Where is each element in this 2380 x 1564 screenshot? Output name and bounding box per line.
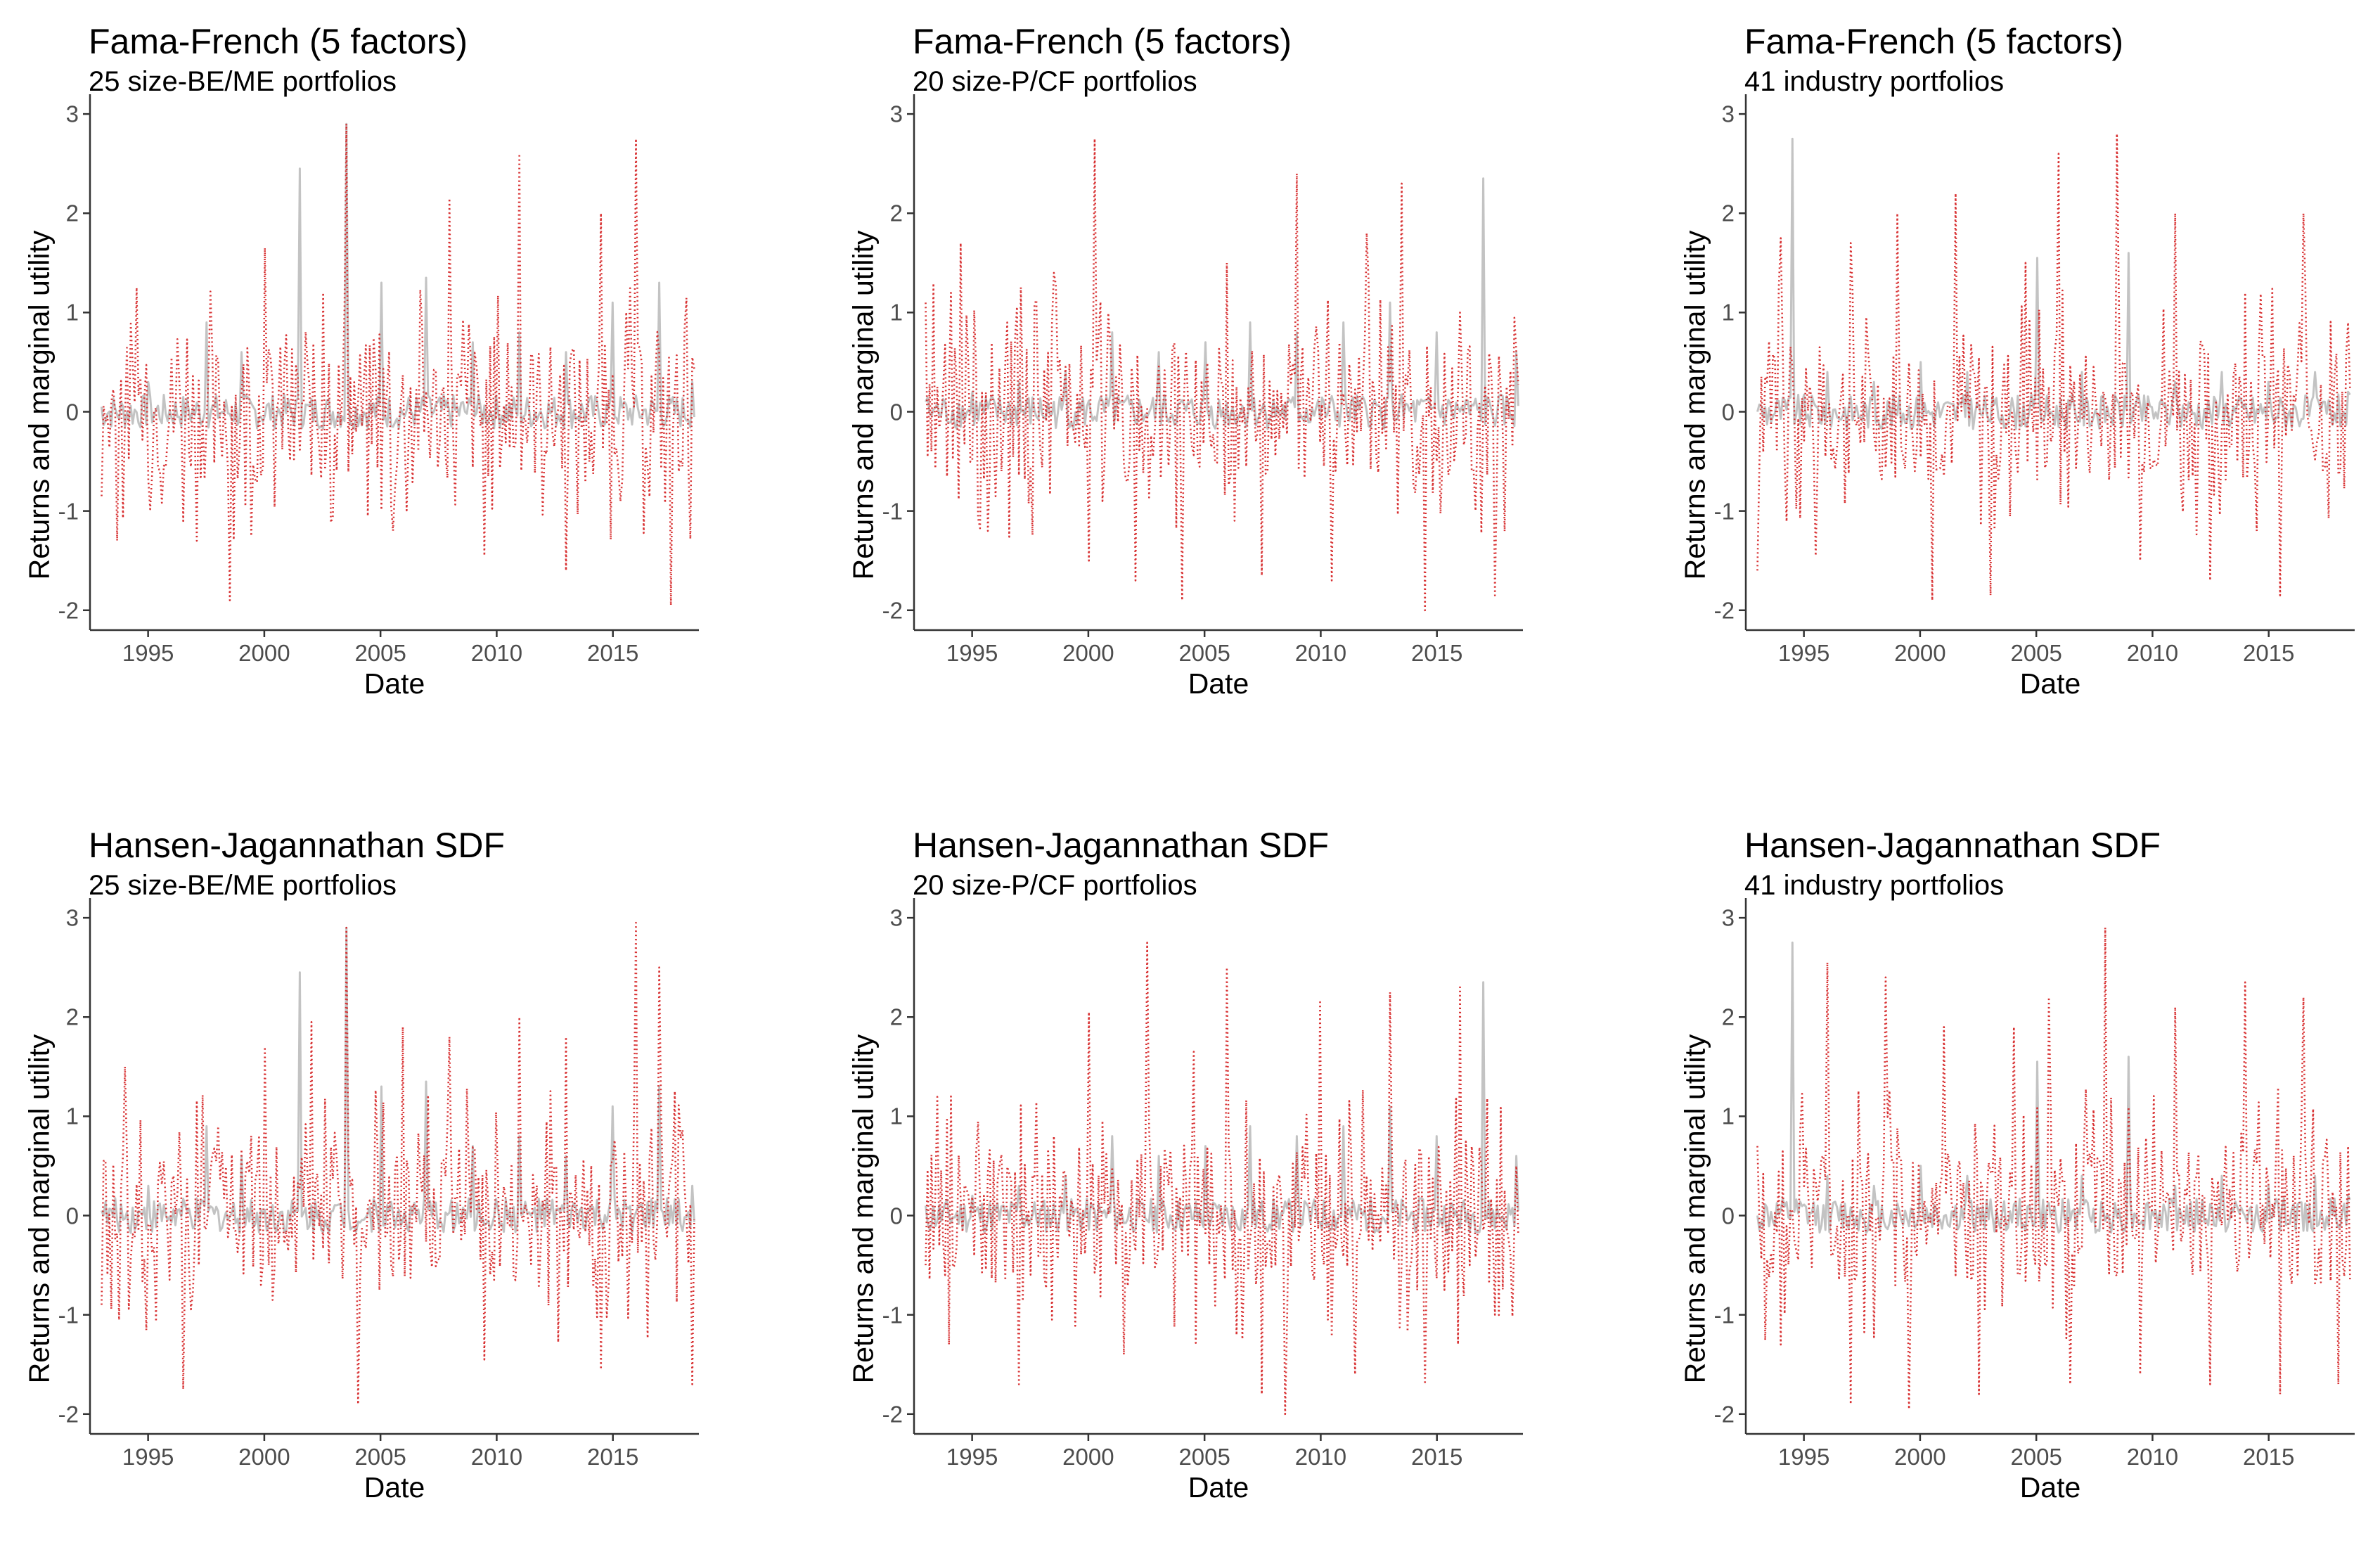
x-tick-label: 2000 <box>1894 1445 1945 1468</box>
x-tick-label: 2000 <box>1062 1445 1114 1468</box>
marginal-utility-line <box>926 139 1519 610</box>
x-tick-label: 2005 <box>2010 641 2061 665</box>
y-tick-label: 3 <box>875 103 903 126</box>
x-axis-label: Date <box>2020 669 2081 698</box>
y-axis-label: Returns and marginal utility <box>1681 1034 1710 1384</box>
y-tick-label: 2 <box>51 1006 79 1029</box>
series-group <box>1757 928 2350 1409</box>
x-tick-label: 2015 <box>1411 1445 1462 1468</box>
y-tick-label: 2 <box>875 1006 903 1029</box>
x-tick-label: 1995 <box>1778 641 1829 665</box>
x-tick-label: 2010 <box>1295 1445 1346 1468</box>
x-tick-label: 2015 <box>587 641 638 665</box>
x-axis-label: Date <box>364 1473 425 1502</box>
x-tick-label: 2005 <box>1178 1445 1230 1468</box>
y-tick-label: 3 <box>51 103 79 126</box>
x-axis-label: Date <box>1188 1473 1249 1502</box>
series-group <box>101 923 694 1404</box>
x-tick-label: 1995 <box>946 1445 998 1468</box>
x-tick-label: 2005 <box>1178 641 1230 665</box>
figure: Fama-French (5 factors)25 size-BE/ME por… <box>0 0 2380 1520</box>
x-tick-label: 1995 <box>122 1445 174 1468</box>
x-tick-label: 2010 <box>2127 641 2178 665</box>
x-tick-label: 2005 <box>2010 1445 2061 1468</box>
x-tick-label: 2000 <box>238 641 290 665</box>
x-axis-label: Date <box>1188 669 1249 698</box>
y-tick-label: -2 <box>1706 598 1735 622</box>
x-tick-label: 2015 <box>587 1445 638 1468</box>
y-axis-label: Returns and marginal utility <box>1681 231 1710 580</box>
series-group <box>101 124 694 605</box>
marginal-utility-line <box>1758 134 2350 600</box>
marginal-utility-line <box>102 124 695 605</box>
x-tick-label: 2010 <box>471 641 522 665</box>
y-tick-label: -2 <box>875 1402 903 1425</box>
portfolio-returns-line <box>926 179 1519 429</box>
chart-panel-1: Fama-French (5 factors)25 size-BE/ME por… <box>0 0 793 760</box>
x-tick-label: 1995 <box>946 641 998 665</box>
x-tick-label: 2005 <box>354 641 406 665</box>
y-tick-label: -2 <box>51 598 79 622</box>
y-tick-label: 3 <box>875 906 903 930</box>
x-tick-label: 1995 <box>1778 1445 1829 1468</box>
marginal-utility-line <box>102 923 695 1404</box>
series-group <box>925 139 1518 610</box>
x-tick-label: 2015 <box>2243 641 2294 665</box>
y-axis-label: Returns and marginal utility <box>849 231 878 580</box>
x-axis-label: Date <box>364 669 425 698</box>
x-tick-label: 2010 <box>1295 641 1346 665</box>
chart-panel-3: Fama-French (5 factors)41 industry portf… <box>1656 0 2380 760</box>
y-tick-label: 2 <box>1706 202 1735 225</box>
x-tick-label: 2015 <box>1411 641 1462 665</box>
y-tick-label: 2 <box>875 202 903 225</box>
y-tick-label: 2 <box>1706 1006 1735 1029</box>
x-tick-label: 2005 <box>354 1445 406 1468</box>
marginal-utility-line <box>1758 928 2350 1409</box>
y-tick-label: 2 <box>51 202 79 225</box>
y-tick-label: -2 <box>1706 1402 1735 1425</box>
x-tick-label: 1995 <box>122 641 174 665</box>
x-tick-label: 2000 <box>1894 641 1945 665</box>
x-tick-label: 2000 <box>238 1445 290 1468</box>
y-tick-label: -2 <box>51 1402 79 1425</box>
x-tick-label: 2015 <box>2243 1445 2294 1468</box>
chart-panel-2: Fama-French (5 factors)20 size-P/CF port… <box>824 0 1617 760</box>
x-tick-label: 2000 <box>1062 641 1114 665</box>
y-axis-label: Returns and marginal utility <box>849 1034 878 1384</box>
x-axis-label: Date <box>2020 1473 2081 1502</box>
x-tick-label: 2010 <box>2127 1445 2178 1468</box>
marginal-utility-line <box>926 942 1519 1414</box>
y-axis-label: Returns and marginal utility <box>25 1034 54 1384</box>
y-tick-label: -2 <box>875 598 903 622</box>
y-tick-label: 3 <box>1706 103 1735 126</box>
y-axis-label: Returns and marginal utility <box>25 231 54 580</box>
y-tick-label: 3 <box>51 906 79 930</box>
portfolio-returns-line <box>102 124 695 429</box>
y-tick-label: 3 <box>1706 906 1735 930</box>
series-group <box>925 942 1518 1414</box>
series-group <box>1757 134 2350 601</box>
x-tick-label: 2010 <box>471 1445 522 1468</box>
